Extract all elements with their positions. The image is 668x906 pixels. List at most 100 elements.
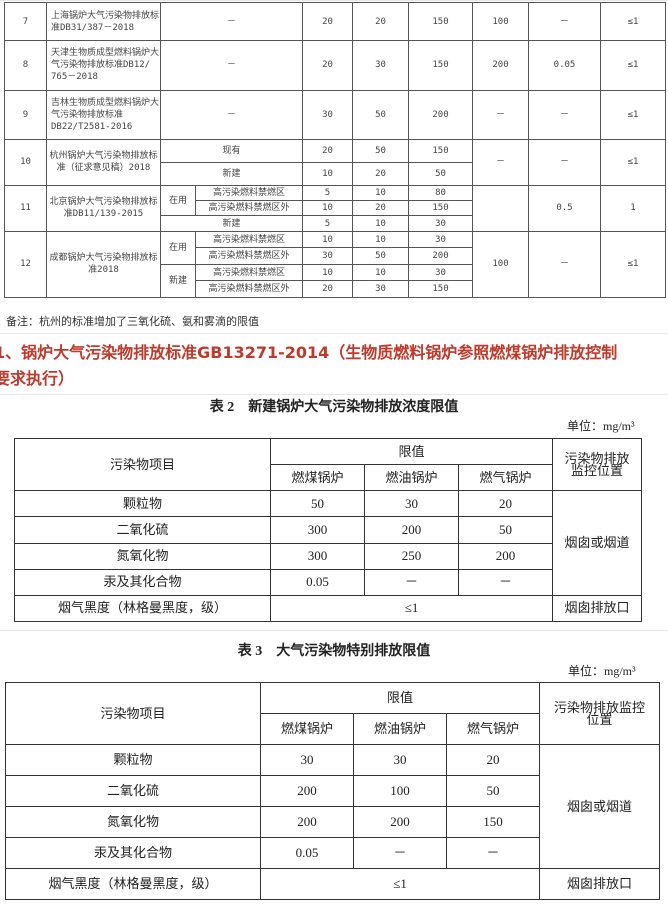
table-row: 烟气黑度（林格曼黑度，级） ≤1 烟囱排放口 xyxy=(14,594,642,623)
cell: 1 xyxy=(600,184,667,232)
cell: ≤1 xyxy=(600,89,667,141)
cell: － xyxy=(364,568,459,596)
cell: 杭州锅炉大气污染物排放标准（征求意见稿）2018 xyxy=(46,139,161,186)
table-row: 颗粒物 50 30 20 烟囱或烟道 xyxy=(14,490,642,596)
cell: 10 xyxy=(352,230,410,249)
cell: 吉林生物质成型燃料锅炉大气污染物排放标准DB22/T2581-2016 xyxy=(46,89,161,141)
cell: 烟气黑度（林格曼黑度，级） xyxy=(5,868,261,900)
cell: 30 xyxy=(302,89,354,141)
cell: 在用 xyxy=(160,230,196,265)
table-row: 二氧化硫 200 100 50 xyxy=(5,775,660,807)
cell: ≤1 xyxy=(259,868,541,900)
cell: 20 xyxy=(352,1,410,42)
table3-unit: 单位：mg/m³ xyxy=(568,664,636,678)
table-note: 备注：杭州的标准增加了三氧化硫、氨和雾滴的限值 xyxy=(6,315,259,328)
cell: 颗粒物 xyxy=(5,744,261,776)
cell: 20 xyxy=(302,1,354,42)
table-row: 烟气黑度（林格曼黑度，级） ≤1 烟囱排放口 xyxy=(5,868,660,900)
cell: ≤1 xyxy=(600,1,667,42)
cell: 污染物排放监控位置 xyxy=(552,437,642,492)
cell: 30 xyxy=(364,490,459,518)
cell: 高污染燃料禁燃区外 xyxy=(194,280,304,298)
table-row: 11 北京锅炉大气污染物排放标准DB11/139-2015 在用 高污染燃料禁燃区 5 1… xyxy=(4,184,667,232)
cell: 烟气黑度（林格曼黑度，级） xyxy=(14,594,271,623)
cell: 燃煤锅炉 xyxy=(270,464,365,492)
cell: 10 xyxy=(302,230,354,249)
cell: 0.05 xyxy=(260,837,354,869)
cell: 8 xyxy=(4,40,47,91)
cell: 50 xyxy=(445,775,541,807)
cell: 200 xyxy=(260,775,354,807)
cell: 10 xyxy=(302,263,354,282)
cell: 在用 xyxy=(160,184,196,217)
cell: 成都锅炉大气污染物排放标准2018 xyxy=(46,230,161,299)
cell: 9 xyxy=(4,89,47,141)
cell: 汞及其化合物 xyxy=(14,568,271,596)
cell: 200 xyxy=(457,542,554,570)
cell: 高污染燃料禁燃区 xyxy=(194,230,304,249)
cell: 限值 xyxy=(269,437,554,466)
cell: ≤1 xyxy=(600,40,667,91)
cell: ≤1 xyxy=(600,139,667,186)
cell: 燃油锅炉 xyxy=(364,464,459,492)
cell: 0.5 xyxy=(528,184,602,232)
cell: ≤1 xyxy=(269,594,554,623)
cell: 高污染燃料禁燃区外 xyxy=(194,247,304,265)
cell: － xyxy=(472,139,530,186)
cell: 200 xyxy=(408,89,474,141)
table-row: 新建 10 20 50 xyxy=(5,161,666,186)
table-row: 氮氧化物 200 200 150 xyxy=(5,806,660,838)
cell: 50 xyxy=(352,89,410,141)
cell: － xyxy=(159,1,304,42)
standards-table: 7 上海锅炉大气污染物排放标准DB31/387－2018 － 20 20 150 100 － ≤… xyxy=(4,1,667,299)
table-row: 8 天津生物质成型燃料锅炉大气污染物排放标准DB12/ 765－2018 － 20 30… xyxy=(4,40,667,91)
cell: 20 xyxy=(302,40,354,91)
cell: 20 xyxy=(302,139,354,163)
cell: 150 xyxy=(408,280,474,298)
table-row: 氮氧化物 300 250 200 xyxy=(14,542,642,570)
cell: 5 xyxy=(302,184,354,202)
cell: 现有 xyxy=(159,139,304,163)
cell: 燃油锅炉 xyxy=(353,713,447,745)
cell: 新建 xyxy=(159,161,304,186)
cell: 50 xyxy=(270,490,365,518)
table-row: 新建 高污染燃料禁燃区 10 10 30 xyxy=(5,263,666,299)
cell: 30 xyxy=(408,215,474,232)
cell: 50 xyxy=(457,516,554,544)
table-row: 汞及其化合物 0.05 －－ xyxy=(14,568,642,596)
table-row: 新建 5 10 30 xyxy=(5,215,666,232)
cell: 汞及其化合物 xyxy=(5,837,261,869)
cell: 30 xyxy=(408,230,474,249)
cell xyxy=(472,184,530,232)
cell: 新建 xyxy=(160,263,196,299)
cell: 5 xyxy=(302,215,354,232)
table-row: 7 上海锅炉大气污染物排放标准DB31/387－2018 － 20 20 150 100 － ≤… xyxy=(4,1,667,42)
table-row: 12 成都锅炉大气污染物排放标准2018 在用 高污染燃料禁燃区 10 10 30 100 － ≤… xyxy=(4,230,667,299)
cell: 0.05 xyxy=(270,568,365,596)
cell: 12 xyxy=(4,230,47,299)
cell: 污染物排放监控位置 xyxy=(539,682,660,745)
cell: 50 xyxy=(352,139,410,163)
cell: 二氧化硫 xyxy=(14,516,271,544)
cell: 11 xyxy=(4,184,47,232)
header-row: 燃煤锅炉 燃油锅炉 燃气锅炉 xyxy=(6,713,660,745)
cell: 烟囱或烟道 xyxy=(552,490,642,596)
cell: 150 xyxy=(408,199,474,217)
cell: 10 xyxy=(352,215,410,232)
cell: － xyxy=(528,89,602,141)
cell: 300 xyxy=(270,516,365,544)
cell: 氮氧化物 xyxy=(14,542,271,570)
special-limits-table: 污染物项目 限值 污染物排放监控位置 燃煤锅炉 燃油锅炉 燃气锅炉 颗粒物 30 30 20 烟囱或… xyxy=(5,682,660,900)
cell: 80 xyxy=(408,184,474,202)
cell: 污染物项目 xyxy=(5,682,261,745)
cell: 二氧化硫 xyxy=(5,775,261,807)
cell: 200 xyxy=(353,806,447,838)
cell: 300 xyxy=(270,542,365,570)
cell: － xyxy=(353,837,447,869)
cell: 烟囱排放口 xyxy=(552,594,642,623)
cell: 30 xyxy=(353,744,447,776)
cell: － xyxy=(159,89,304,141)
cell: 100 xyxy=(472,230,530,299)
cell: 颗粒物 xyxy=(14,490,271,518)
cell: 烟囱或烟道 xyxy=(539,744,660,869)
